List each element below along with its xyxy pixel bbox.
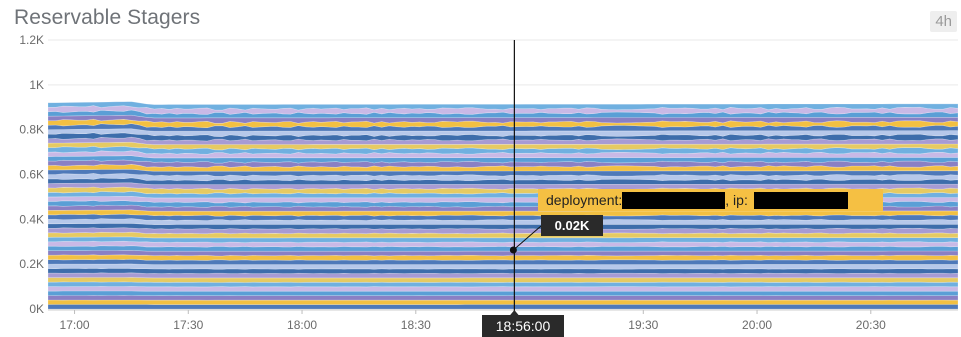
x-tick-label: 18:00 xyxy=(287,318,317,332)
y-tick-label: 1K xyxy=(29,78,44,92)
stacked-series-area[interactable] xyxy=(47,118,959,129)
stacked-series-area[interactable] xyxy=(47,101,959,111)
time-range-badge[interactable]: 4h xyxy=(930,11,957,32)
time-badge-pointer xyxy=(509,310,520,316)
hover-crosshair xyxy=(509,40,542,316)
y-tick-label: 0.8K xyxy=(19,123,44,137)
redacted-deployment-value xyxy=(622,191,726,209)
y-tick-label: 1.2K xyxy=(19,33,44,47)
stacked-series-area[interactable] xyxy=(47,299,959,305)
hover-value-badge: 0.02K xyxy=(541,215,603,236)
x-tick-label: 19:30 xyxy=(628,318,658,332)
y-tick-label: 0.4K xyxy=(19,212,44,226)
stacked-series-area[interactable] xyxy=(47,304,959,310)
y-tick-label: 0K xyxy=(29,302,44,316)
x-tick-label: 20:00 xyxy=(742,318,772,332)
stacked-series-area[interactable] xyxy=(47,286,959,292)
x-tick-label: 17:00 xyxy=(60,318,90,332)
x-tick-label: 18:30 xyxy=(401,318,431,332)
x-tick-label: 17:30 xyxy=(173,318,203,332)
stacked-series-group xyxy=(47,101,959,310)
tooltip-ip-label: , ip: xyxy=(725,192,748,208)
y-axis-ticks: 0K 0.2K 0.4K 0.6K 0.8K 1K 1.2K xyxy=(19,33,44,316)
hover-tooltip: deployment: , ip: xyxy=(538,189,883,211)
widget-title: Reservable Stagers xyxy=(14,6,201,29)
redacted-ip-value xyxy=(753,191,848,209)
hover-connector xyxy=(513,225,542,251)
stacked-series-area[interactable] xyxy=(47,290,959,297)
hover-time-badge: 18:56:00 xyxy=(482,315,564,337)
tooltip-deployment-label: deployment: xyxy=(546,192,623,208)
x-axis-ticks: 17:00 17:30 18:00 18:30 19:30 20:00 20:30 xyxy=(48,309,958,332)
x-tick-label: 20:30 xyxy=(856,318,886,332)
y-tick-label: 0.2K xyxy=(19,257,44,271)
y-tick-label: 0.6K xyxy=(19,168,44,182)
stacked-series-area[interactable] xyxy=(47,295,959,301)
